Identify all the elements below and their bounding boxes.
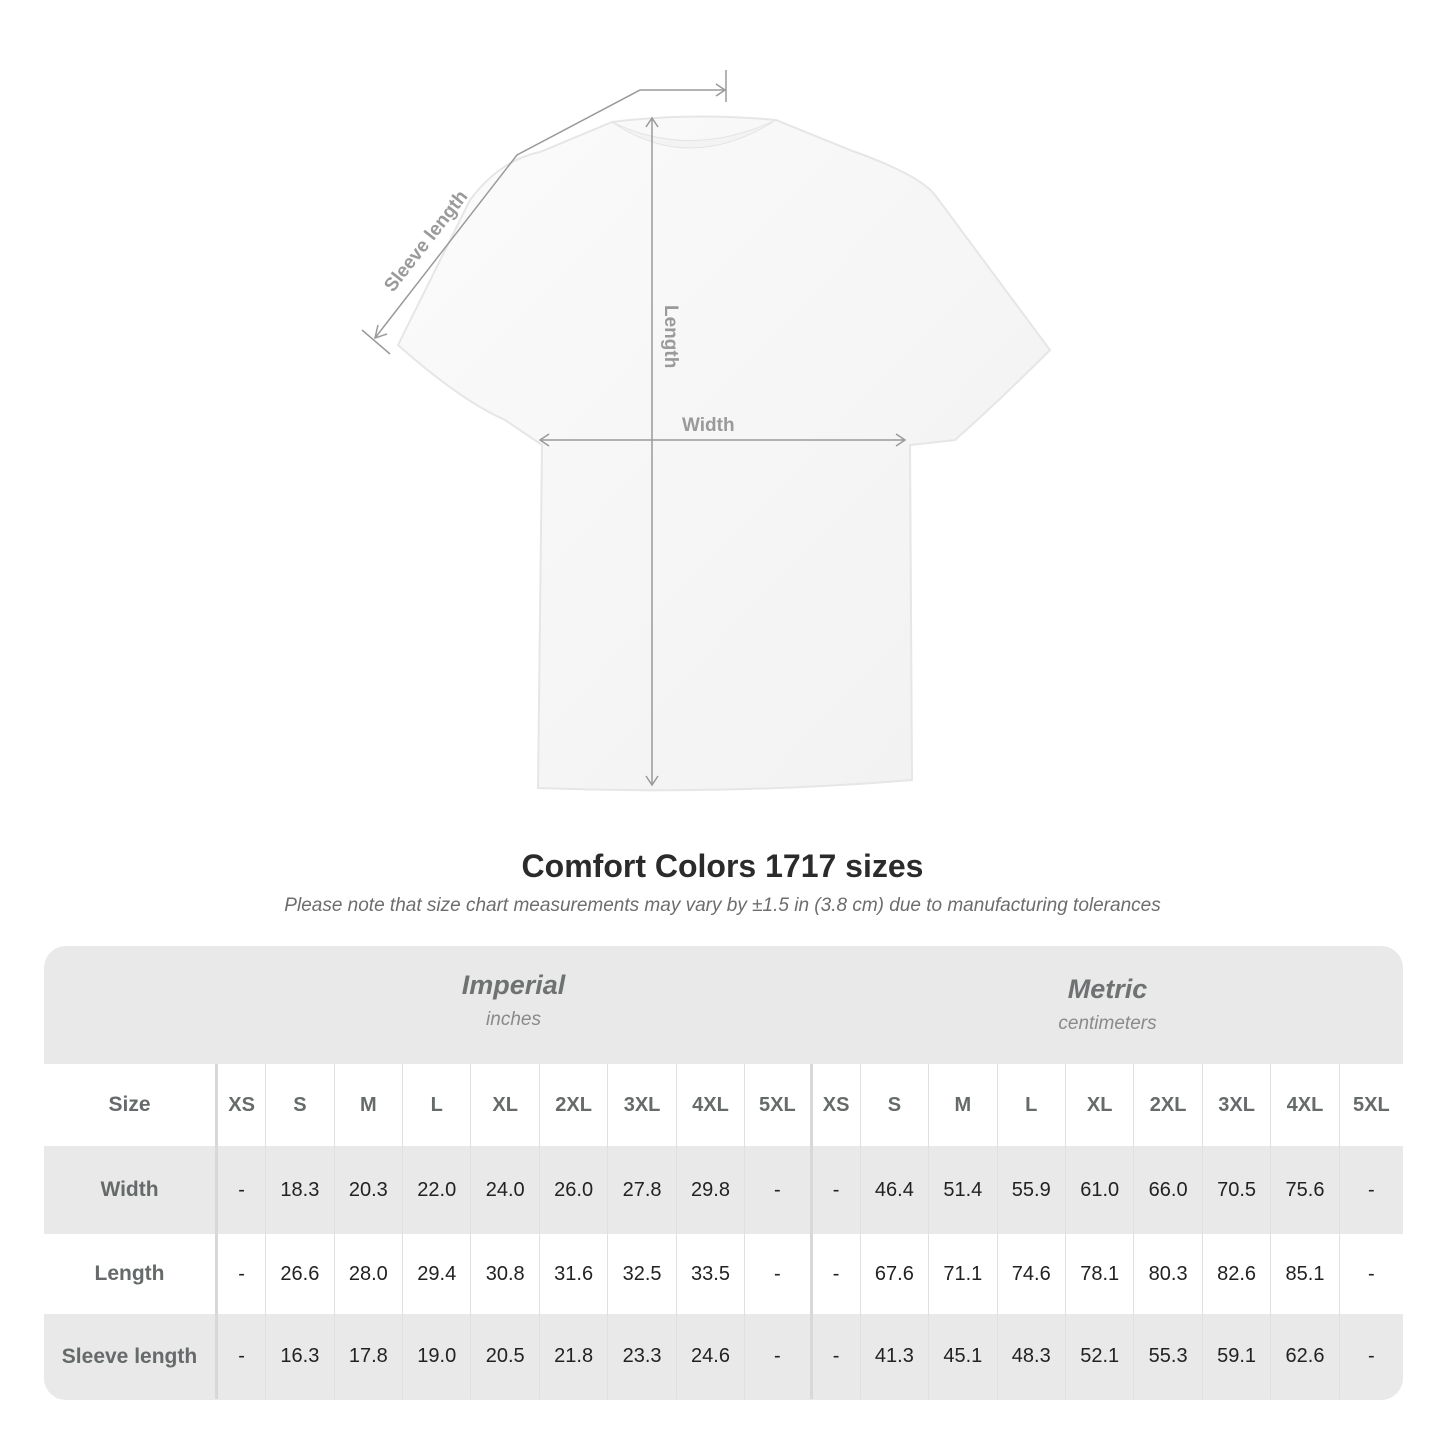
metric-size-S: S [859,1064,929,1146]
imperial-cell: 30.8 [470,1234,540,1314]
metric-cell: - [809,1146,861,1234]
metric-cell: 75.6 [1270,1146,1340,1234]
metric-cell: 61.0 [1064,1146,1134,1234]
metric-cell: 78.1 [1064,1234,1134,1314]
imperial-size-2XL: 2XL [538,1064,608,1146]
length-label: Length [660,305,681,368]
imperial-cell: 28.0 [333,1234,403,1314]
metric-cell: 80.3 [1133,1234,1203,1314]
metric-cell: 82.6 [1201,1234,1271,1314]
imperial-size-XL: XL [470,1064,540,1146]
imperial-cell: 26.0 [538,1146,608,1234]
imperial-cell: 21.8 [538,1314,608,1399]
metric-cell: 74.6 [996,1234,1066,1314]
imperial-header: Imperial inches [215,946,812,1064]
metric-cell: 85.1 [1270,1234,1340,1314]
metric-size-3XL: 3XL [1201,1064,1271,1146]
measure-lines [361,70,907,787]
imperial-cell: - [215,1234,266,1314]
imperial-cell: 29.4 [402,1234,471,1314]
metric-cell: 71.1 [928,1234,998,1314]
row-label: Sleeve length [44,1314,218,1399]
imperial-size-5XL: 5XL [744,1064,812,1146]
metric-cell: 41.3 [859,1314,929,1399]
imperial-cell: 16.3 [265,1314,335,1399]
imperial-cell: 26.6 [265,1234,335,1314]
size-header: Size [44,1064,218,1146]
imperial-size-S: S [265,1064,335,1146]
imperial-cell: 29.8 [675,1146,745,1234]
table-row: Width -18.3 20.3 22.0 24.0 26.0 27.8 29.8- -46.4… [44,1146,1403,1234]
imperial-cell: 27.8 [607,1146,677,1234]
imperial-cell: - [744,1146,812,1234]
metric-cell: 52.1 [1064,1314,1134,1399]
metric-cell: 59.1 [1201,1314,1271,1399]
imperial-cell: 24.6 [675,1314,745,1399]
imperial-cell: 24.0 [470,1146,540,1234]
row-label: Width [44,1146,218,1234]
imperial-cell: - [215,1146,266,1234]
imperial-size-XS: XS [215,1064,266,1146]
width-label: Width [682,415,735,436]
imperial-title: Imperial [461,970,566,1000]
tshirt-diagram: Sleeve length Length Width [361,70,1052,792]
metric-cell: 66.0 [1133,1146,1203,1234]
imperial-size-L: L [402,1064,471,1146]
metric-unit: centimeters [1058,1013,1157,1034]
metric-cell: 51.4 [928,1146,998,1234]
imperial-cell: 23.3 [607,1314,677,1399]
metric-cell: 46.4 [859,1146,929,1234]
imperial-cell: 31.6 [538,1234,608,1314]
tolerance-note: Please note that size chart measurements… [284,895,1161,916]
metric-cell: 62.6 [1270,1314,1340,1399]
imperial-cell: 20.3 [333,1146,403,1234]
metric-cell: - [809,1234,861,1314]
imperial-cell: 20.5 [470,1314,540,1399]
table-row: Length -26.6 28.0 29.4 30.8 31.6 32.5 33.5- -67.… [44,1234,1403,1314]
imperial-cell: 33.5 [675,1234,745,1314]
size-grid: Size XS S M L XL 2XL 3XL 4XL 5XL XS S M L XL 2XL 3XL 4XL 5… [44,1064,1403,1399]
metric-cell: 55.3 [1133,1314,1203,1399]
row-label: Length [44,1234,218,1314]
page-title: Comfort Colors 1717 sizes [521,848,924,884]
metric-cell: - [809,1314,861,1399]
metric-cell: - [1338,1234,1403,1314]
metric-size-M: M [928,1064,998,1146]
imperial-cell: - [744,1314,812,1399]
header-row: Size XS S M L XL 2XL 3XL 4XL 5XL XS S M L XL 2XL 3XL 4XL 5… [44,1064,1403,1146]
imperial-cell: 32.5 [607,1234,677,1314]
metric-size-XS: XS [809,1064,861,1146]
metric-title: Metric [1067,974,1148,1004]
metric-cell: 67.6 [859,1234,929,1314]
metric-cell: - [1338,1146,1403,1234]
imperial-cell: 22.0 [402,1146,471,1234]
table-row: Sleeve length -16.3 17.8 19.0 20.5 21.8 23.3 24… [44,1314,1403,1399]
tshirt-shape [396,115,1052,792]
collar [611,119,777,149]
imperial-size-M: M [333,1064,403,1146]
metric-size-5XL: 5XL [1338,1064,1403,1146]
metric-size-XL: XL [1064,1064,1134,1146]
metric-header: Metric centimeters [812,946,1403,1064]
metric-cell: 48.3 [996,1314,1066,1399]
metric-cell: 45.1 [928,1314,998,1399]
imperial-cell: 17.8 [333,1314,403,1399]
metric-cell: 70.5 [1201,1146,1271,1234]
imperial-size-3XL: 3XL [607,1064,677,1146]
imperial-unit: inches [486,1009,541,1030]
metric-size-L: L [996,1064,1066,1146]
imperial-size-4XL: 4XL [675,1064,745,1146]
imperial-cell: 18.3 [265,1146,335,1234]
metric-cell: - [1338,1314,1403,1399]
imperial-cell: - [744,1234,812,1314]
metric-cell: 55.9 [996,1146,1066,1234]
metric-size-2XL: 2XL [1133,1064,1203,1146]
imperial-cell: - [215,1314,266,1399]
size-table: Imperial inches Metric centimeters Size X… [44,946,1403,1400]
metric-size-4XL: 4XL [1270,1064,1340,1146]
imperial-cell: 19.0 [402,1314,471,1399]
